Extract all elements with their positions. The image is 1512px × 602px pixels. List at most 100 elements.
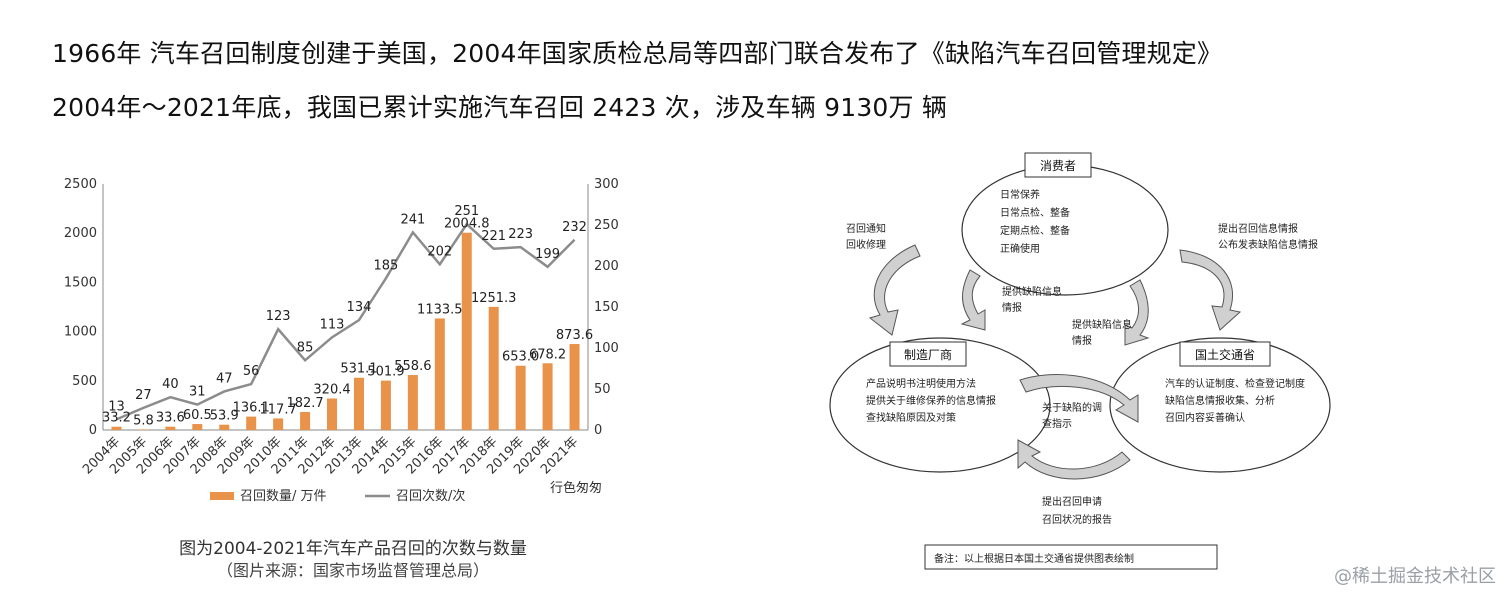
bar-data-label: 1251.3 <box>471 291 517 306</box>
line-data-label: 251 <box>454 204 479 219</box>
ministry-title: 国土交通省 <box>1195 347 1255 362</box>
line-data-label: 40 <box>162 377 179 392</box>
consumer-item: 正确使用 <box>1000 242 1040 255</box>
bar-data-label: 873.6 <box>556 328 593 343</box>
manufacturer-ellipse <box>829 337 1051 473</box>
right-axis-tick-label: 0 <box>594 423 602 438</box>
line-data-label: 27 <box>135 388 152 403</box>
arrow-label-report-request: 提出召回信息情报 <box>1218 222 1298 235</box>
bar <box>192 424 203 430</box>
arrow-label-defect-info: 情报 <box>1072 334 1092 347</box>
bar <box>542 363 553 430</box>
line-data-label: 113 <box>320 317 345 332</box>
manufacturer-title: 制造厂商 <box>904 347 952 362</box>
chart-caption: 图为2004-2021年汽车产品召回的次数与数量 <box>179 539 527 559</box>
recall-relationship-diagram: 消费者 制造厂商 国土交通省 日常保养 日常点检、整备 定期点检、整备 正确使用… <box>829 152 1331 570</box>
watermark: @稀土掘金技术社区 <box>1334 566 1496 587</box>
bar-data-label: 531.1 <box>340 362 377 377</box>
line-data-label: 134 <box>347 300 372 315</box>
bar-data-label: 320.4 <box>313 382 350 397</box>
arrow-label-defect-info: 情报 <box>1002 301 1022 314</box>
line-data-label: 56 <box>243 364 260 379</box>
manufacturer-box <box>889 341 967 367</box>
bar <box>273 418 284 430</box>
line-data-label: 221 <box>481 229 506 244</box>
bar <box>353 377 364 430</box>
ministry-box <box>1179 341 1271 367</box>
bar <box>246 416 257 430</box>
diagram-note: 备注：以上根据日本国土交通省提供图表绘制 <box>934 552 1134 565</box>
line-data-label: 31 <box>189 385 206 400</box>
arrow-label-recall-apply: 提出召回申请 <box>1042 495 1102 508</box>
note-box <box>924 544 1218 570</box>
headline-line-2: 2004年～2021年底，我国已累计实施汽车召回 2423 次，涉及车辆 913… <box>52 93 948 122</box>
bar-data-label: 5.8 <box>133 413 154 428</box>
bar <box>165 426 176 430</box>
bar-data-label: 136.1 <box>233 401 270 416</box>
bar-data-label: 53.9 <box>210 409 239 424</box>
right-axis-tick-label: 100 <box>594 341 619 356</box>
bar <box>380 380 391 430</box>
arrow-label-defect-info: 提供缺陷信息 <box>1072 318 1132 331</box>
bar <box>111 426 122 430</box>
bar <box>219 424 230 430</box>
bar <box>569 344 580 430</box>
bar-data-label: 2004.8 <box>444 217 490 232</box>
arrow-label-recall-notice: 回收修理 <box>846 238 886 251</box>
line-data-label: 232 <box>562 220 587 235</box>
left-axis-tick-label: 0 <box>89 423 97 438</box>
chart-source: （图片来源：国家市场监督管理总局） <box>216 561 489 580</box>
arrow-label-defect-survey: 查指示 <box>1042 417 1072 430</box>
bar-data-label: 501.9 <box>367 365 404 380</box>
consumer-item: 定期点检、整备 <box>1000 224 1070 237</box>
bar-data-label: 182.7 <box>286 396 323 411</box>
recall-count-line <box>115 222 576 421</box>
bar <box>407 375 418 430</box>
source-mark: 行色匆匆 <box>550 480 602 496</box>
left-axis-tick-label: 500 <box>72 374 97 389</box>
ministry-item: 缺陷信息情报收集、分析 <box>1165 394 1275 407</box>
bar <box>327 398 338 430</box>
consumer-item: 日常点检、整备 <box>1000 206 1070 219</box>
cycle-arrows <box>868 244 1242 480</box>
arrow-label-defect-info: 提供缺陷信息 <box>1002 285 1062 298</box>
right-axis-tick-label: 50 <box>594 382 611 397</box>
left-axis-tick-label: 2500 <box>64 177 97 192</box>
bar <box>488 306 499 430</box>
bar <box>515 365 526 430</box>
arrow-label-recall-apply: 召回状况的报告 <box>1042 513 1112 526</box>
bar-data-label: 33.6 <box>156 411 185 426</box>
consumer-box <box>1024 152 1092 178</box>
line-data-label: 185 <box>374 258 399 273</box>
line-data-label: 13 <box>108 399 125 414</box>
recall-combo-chart: 0 500 1000 1500 2000 2500 0 50 100 150 200 250 300 33… <box>64 177 619 504</box>
line-data-label: 47 <box>216 371 233 386</box>
ministry-item: 召回内容妥善确认 <box>1165 411 1245 424</box>
line-data-label: 123 <box>266 309 291 324</box>
consumer-title: 消费者 <box>1040 159 1076 173</box>
bar-data-label: 33.2 <box>102 411 131 426</box>
bar-data-label: 678.2 <box>529 347 566 362</box>
bar-data-label: 1133.5 <box>417 302 463 317</box>
right-axis-tick-label: 200 <box>594 259 619 274</box>
ministry-ellipse <box>1109 337 1331 473</box>
left-axis-tick-label: 1500 <box>64 275 97 290</box>
line-data-label: 202 <box>427 244 452 259</box>
bar <box>138 429 149 430</box>
bar-data-label: 558.6 <box>394 359 431 374</box>
line-data-label: 199 <box>535 247 560 262</box>
line-data-label: 223 <box>508 227 533 242</box>
bar <box>461 232 472 430</box>
line-data-label: 85 <box>297 340 314 355</box>
bar <box>434 318 445 430</box>
bar-data-label: 60.5 <box>183 408 212 423</box>
headline-line-1: 1966年 汽车召回制度创建于美国，2004年国家质检总局等四部门联合发布了《缺… <box>52 39 1223 68</box>
right-axis-tick-label: 150 <box>594 300 619 315</box>
left-axis-tick-label: 2000 <box>64 226 97 241</box>
legend-label-line: 召回次数/次 <box>396 488 465 504</box>
bar-data-label: 117.7 <box>260 402 297 417</box>
right-axis-tick-label: 250 <box>594 218 619 233</box>
arrow-label-defect-survey: 关于缺陷的调 <box>1042 401 1102 414</box>
consumer-item: 日常保养 <box>1000 188 1040 201</box>
line-data-label: 241 <box>400 212 425 227</box>
